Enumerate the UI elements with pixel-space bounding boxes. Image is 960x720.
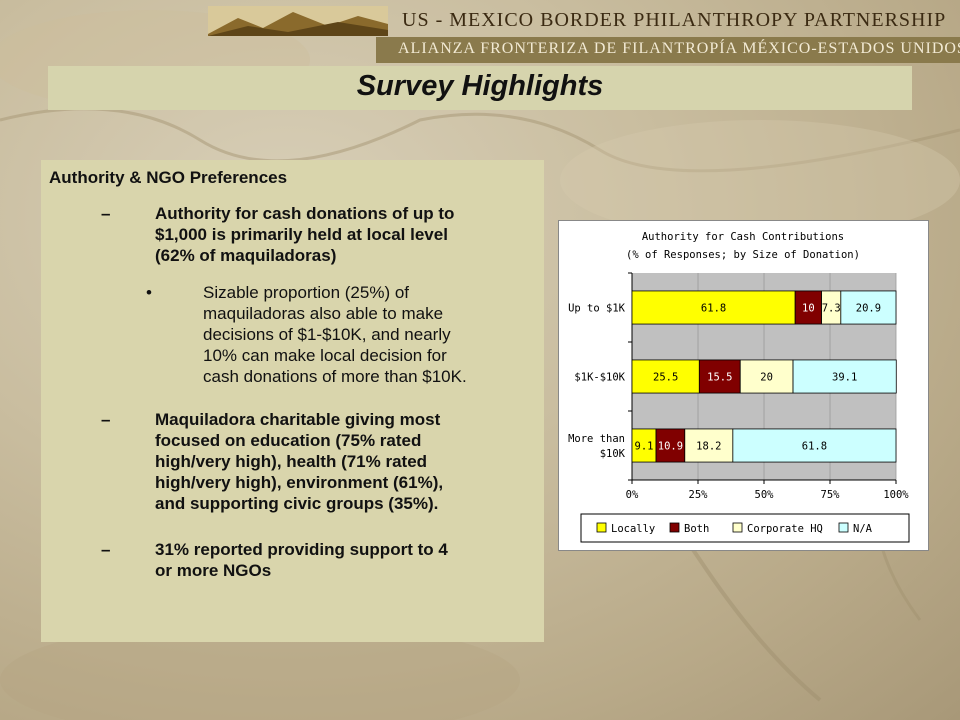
legend-swatch (596, 522, 607, 533)
legend-swatch (669, 522, 680, 533)
point-giving-line-4: high/very high), environment (61%), (155, 473, 444, 492)
bar-segment-both (655, 428, 686, 463)
subpoint-line-2: maquiladoras also able to make (203, 304, 444, 323)
bar-segment-both (794, 290, 822, 325)
data-label: 10 (802, 303, 815, 315)
point-giving-line-3: high/very high), health (71% rated (155, 452, 428, 471)
bar-segment-locally (631, 290, 796, 325)
x-tick-label: 100% (883, 489, 909, 501)
chart-subtitle: (% of Responses; by Size of Donation) (626, 249, 860, 261)
x-tick-label: 50% (755, 489, 775, 501)
chart-container: Authority for Cash Contributions (% of Re… (558, 220, 929, 551)
bar-segment-n-a (840, 290, 897, 325)
bar-segment-locally (631, 428, 657, 463)
x-tick-label: 0% (626, 489, 639, 501)
data-label: 25.5 (653, 372, 678, 384)
y-category-label: $10K (600, 448, 626, 460)
data-label: 7.3 (822, 303, 841, 315)
slide-title: Survey Highlights (356, 70, 604, 102)
point-giving-line-2: focused on education (75% rated (155, 431, 422, 450)
org-name-english: US - MEXICO BORDER PHILANTHROPY PARTNERS… (402, 9, 947, 31)
legend-label: Both (684, 523, 709, 535)
data-label: 15.5 (707, 372, 732, 384)
org-name-spanish: ALIANZA FRONTERIZA DE FILANTROPÍA MÉXICO… (398, 40, 960, 57)
org-banner (208, 6, 960, 66)
point-authority-line-2: $1,000 is primarily held at local level (155, 225, 448, 244)
bar-segment-n-a (732, 428, 897, 463)
subpoint-line-4: 10% can make local decision for (203, 346, 447, 365)
y-category-label: $1K-$10K (574, 372, 625, 384)
legend-box (580, 513, 910, 543)
x-tick-label: 25% (689, 489, 709, 501)
section-heading: Authority & NGO Preferences (49, 168, 288, 187)
point-authority-line-3: (62% of maquiladoras) (155, 246, 337, 265)
data-label: 39.1 (832, 372, 857, 384)
y-category-label: More than (568, 433, 625, 445)
dash-marker: – (101, 540, 111, 559)
data-label: 61.8 (701, 303, 726, 315)
legend-label: Corporate HQ (747, 523, 823, 535)
text-panel: Authority & NGO Preferences – Authority … (41, 160, 544, 642)
mountain-logo-icon (208, 6, 388, 36)
data-label: 9.1 (635, 441, 654, 453)
dash-marker: – (101, 204, 111, 223)
y-category-label: Up to $1K (568, 303, 626, 315)
bar-segment-corporate-hq (684, 428, 734, 463)
legend-label: N/A (853, 523, 873, 535)
bar-segment-both (698, 359, 741, 394)
point-authority-line-1: Authority for cash donations of up to (155, 204, 455, 223)
data-label: 18.2 (696, 441, 721, 453)
data-label: 61.8 (802, 441, 827, 453)
bar-segment-locally (631, 359, 700, 394)
subpoint-line-1: Sizable proportion (25%) of (203, 283, 410, 302)
legend-swatch (838, 522, 849, 533)
point-ngos-line-2: or more NGOs (155, 561, 272, 580)
legend-label: Locally (611, 523, 655, 535)
point-ngos-line-1: 31% reported providing support to 4 (155, 540, 448, 559)
data-label: 10.9 (658, 441, 683, 453)
bar-segment-corporate-hq (739, 359, 794, 394)
legend-swatch (732, 522, 743, 533)
bullet-marker: • (146, 283, 152, 302)
point-giving-line-5: and supporting civic groups (35%). (155, 494, 439, 513)
data-label: 20.9 (856, 303, 881, 315)
data-label: 20 (760, 372, 773, 384)
subpoint-line-3: decisions of $1-$10K, and nearly (203, 325, 451, 344)
dash-marker: – (101, 410, 111, 429)
org-name-spanish-bar (376, 37, 960, 63)
stacked-bar-chart: Authority for Cash Contributions (% of Re… (568, 231, 910, 543)
chart-title: Authority for Cash Contributions (642, 231, 844, 243)
x-tick-label: 75% (821, 489, 841, 501)
title-bar: Survey Highlights (48, 66, 912, 110)
bar-segment-n-a (792, 359, 897, 394)
subpoint-line-5: cash donations of more than $10K. (203, 367, 467, 386)
point-giving-line-1: Maquiladora charitable giving most (155, 410, 441, 429)
